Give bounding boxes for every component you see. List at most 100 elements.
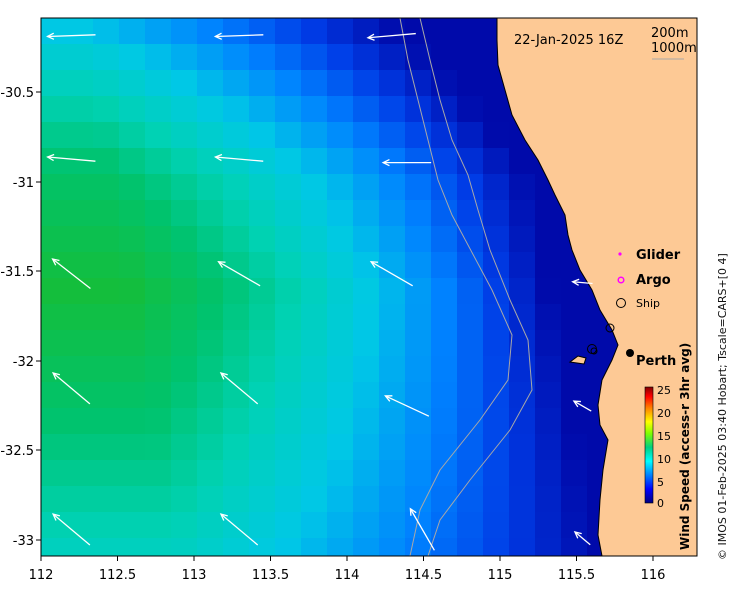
- heatmap-cell: [405, 330, 432, 357]
- heatmap-cell: [535, 512, 562, 539]
- heatmap-cell: [379, 538, 406, 556]
- heatmap-cell: [431, 122, 458, 149]
- heatmap-cell: [171, 512, 198, 539]
- colorbar-tick-label: 5: [657, 476, 664, 489]
- heatmap-cell: [405, 434, 432, 461]
- wind-arrow: [369, 261, 413, 287]
- heatmap-cell: [41, 96, 68, 123]
- heatmap-cell: [457, 18, 484, 45]
- heatmap-cell: [93, 174, 120, 201]
- contour-label-200m: 200m: [651, 26, 688, 41]
- x-tick-label: 115: [488, 568, 513, 583]
- credit-text: © IMOS 01-Feb-2025 03:40 Hobart; Tscale=…: [716, 253, 729, 560]
- ship-marker: [616, 298, 626, 308]
- heatmap-cell: [93, 122, 120, 149]
- x-tick-label: 113.5: [252, 568, 289, 583]
- heatmap-cell: [171, 382, 198, 409]
- heatmap-cell: [275, 460, 302, 487]
- heatmap-cell: [301, 18, 328, 45]
- heatmap-cell: [327, 122, 354, 149]
- heatmap-cell: [249, 174, 276, 201]
- heatmap-cell: [41, 122, 68, 149]
- colorbar-gradient: [644, 386, 654, 504]
- heatmap-cell: [41, 408, 68, 435]
- heatmap-cell: [405, 486, 432, 513]
- heatmap-cell: [275, 278, 302, 305]
- heatmap-cell: [431, 434, 458, 461]
- heatmap-cell: [197, 512, 224, 539]
- x-tick-label: 112.5: [99, 568, 136, 583]
- heatmap-cell: [223, 200, 250, 227]
- heatmap-cell: [249, 382, 276, 409]
- heatmap-cell: [67, 44, 94, 71]
- heatmap-cell: [353, 278, 380, 305]
- heatmap-cell: [171, 330, 198, 357]
- heatmap-cell: [509, 538, 536, 556]
- heatmap-cell: [353, 148, 380, 175]
- y-tick-label: -31.5: [0, 265, 34, 280]
- heatmap-cell: [197, 278, 224, 305]
- heatmap-cell: [457, 278, 484, 305]
- heatmap-cell: [119, 148, 146, 175]
- heatmap-cell: [327, 174, 354, 201]
- heatmap-cell: [483, 148, 510, 175]
- heatmap-cell: [119, 460, 146, 487]
- heatmap-cell: [301, 148, 328, 175]
- heatmap-cell: [145, 538, 172, 556]
- heatmap-cell: [509, 512, 536, 539]
- heatmap-cell: [431, 486, 458, 513]
- heatmap-cell: [509, 226, 536, 253]
- heatmap-cell: [171, 252, 198, 279]
- heatmap-cell: [145, 486, 172, 513]
- heatmap-cell: [483, 408, 510, 435]
- heatmap-cell: [223, 408, 250, 435]
- heatmap-cell: [535, 200, 562, 227]
- heatmap-cell: [119, 174, 146, 201]
- heatmap-cell: [41, 70, 68, 97]
- heatmap-cell: [379, 96, 406, 123]
- wind-vector-field: [46, 32, 593, 551]
- heatmap-cell: [301, 226, 328, 253]
- heatmap-cell: [561, 486, 588, 513]
- heatmap-cell: [67, 304, 94, 331]
- heatmap-cell: [353, 70, 380, 97]
- heatmap-cell: [223, 486, 250, 513]
- heatmap-cell: [249, 252, 276, 279]
- heatmap-cell: [353, 538, 380, 556]
- heatmap-cell: [327, 304, 354, 331]
- colorbar-tick-label: 20: [657, 407, 671, 420]
- heatmap-cell: [119, 226, 146, 253]
- heatmap-cell: [457, 304, 484, 331]
- heatmap-cell: [431, 200, 458, 227]
- heatmap-cell: [483, 200, 510, 227]
- heatmap-cell: [67, 70, 94, 97]
- x-tick-label: 112: [29, 568, 54, 583]
- x-tick-label: 115.5: [558, 568, 595, 583]
- heatmap-cell: [561, 512, 588, 539]
- heatmap-cell: [41, 226, 68, 253]
- heatmap-cell: [93, 200, 120, 227]
- heatmap-cell: [93, 486, 120, 513]
- colorbar-tick-label: 0: [657, 497, 664, 510]
- heatmap-cell: [327, 96, 354, 123]
- heatmap-cell: [457, 96, 484, 123]
- heatmap-cell: [405, 70, 432, 97]
- heatmap-cell: [223, 148, 250, 175]
- heatmap-cell: [145, 304, 172, 331]
- heatmap-cell: [275, 44, 302, 71]
- heatmap-cell: [405, 304, 432, 331]
- heatmap-cell: [275, 148, 302, 175]
- heatmap-cell: [119, 252, 146, 279]
- legend-argo-label: Argo: [636, 273, 671, 288]
- heatmap-cell: [145, 330, 172, 357]
- wind-arrow: [366, 32, 416, 41]
- y-tick-label: -32.5: [0, 444, 34, 459]
- heatmap-cell: [119, 122, 146, 149]
- heatmap-cell: [93, 226, 120, 253]
- heatmap-cell: [119, 96, 146, 123]
- heatmap-cell: [561, 434, 588, 461]
- wind-arrow: [571, 278, 593, 286]
- heatmap-cell: [223, 278, 250, 305]
- heatmap-cell: [275, 512, 302, 539]
- heatmap-cell: [197, 252, 224, 279]
